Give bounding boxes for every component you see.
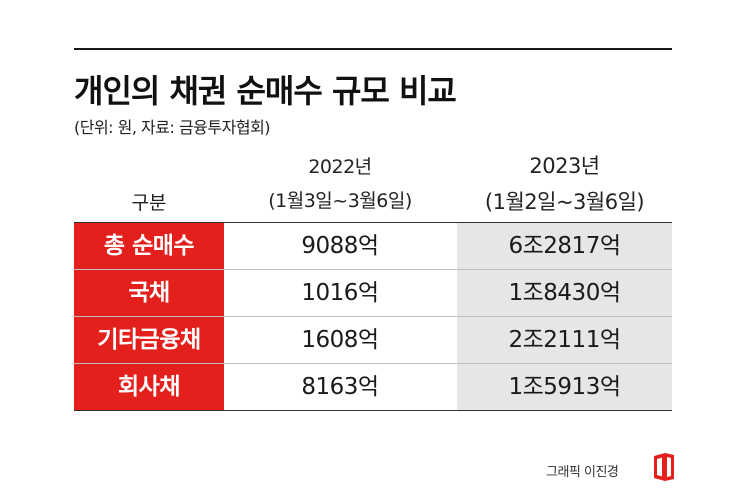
table-row-total: 총 순매수 9088억 6조2817억 bbox=[74, 223, 672, 269]
row-divider bbox=[74, 363, 672, 364]
header-2022-period: (1월3일~3월6일) bbox=[268, 190, 412, 212]
header-2022: 2022년 (1월3일~3월6일) bbox=[226, 150, 454, 218]
table-row-government-bonds: 국채 1016억 1조8430억 bbox=[74, 270, 672, 316]
row-label: 총 순매수 bbox=[74, 223, 224, 269]
header-2023: 2023년 (1월2일~3월6일) bbox=[457, 148, 672, 220]
header-2023-year: 2023년 bbox=[529, 154, 600, 178]
bottom-rule bbox=[74, 410, 672, 411]
value-2023: 6조2817억 bbox=[508, 233, 622, 259]
row-label: 기타금융채 bbox=[74, 317, 224, 363]
top-rule bbox=[74, 48, 672, 50]
value-2023: 1조5913억 bbox=[508, 374, 622, 400]
value-2022: 1608억 bbox=[301, 327, 379, 353]
row-label: 회사채 bbox=[74, 364, 224, 410]
value-2022: 1016억 bbox=[301, 280, 379, 306]
row-divider bbox=[74, 316, 672, 317]
row-divider bbox=[74, 269, 672, 270]
publisher-logo-icon bbox=[654, 453, 674, 481]
page-title: 개인의 채권 순매수 규모 비교 bbox=[74, 72, 457, 110]
header-category: 구분 bbox=[131, 192, 167, 214]
value-2022: 9088억 bbox=[301, 233, 379, 259]
header-rule bbox=[74, 222, 672, 223]
value-2023: 2조2111억 bbox=[508, 327, 622, 353]
header-2023-period: (1월2일~3월6일) bbox=[484, 190, 645, 214]
value-2023: 1조8430억 bbox=[508, 280, 622, 306]
unit-source-note: (단위: 원, 자료: 금융투자협회) bbox=[74, 118, 271, 137]
value-2022: 8163억 bbox=[301, 374, 379, 400]
table-row-other-financial-bonds: 기타금융채 1608억 2조2111억 bbox=[74, 317, 672, 363]
graphic-credit: 그래픽 이진경 bbox=[546, 465, 619, 480]
table-row-corporate-bonds: 회사채 8163억 1조5913억 bbox=[74, 364, 672, 410]
row-label: 국채 bbox=[74, 270, 224, 316]
header-2022-year: 2022년 bbox=[308, 156, 372, 178]
